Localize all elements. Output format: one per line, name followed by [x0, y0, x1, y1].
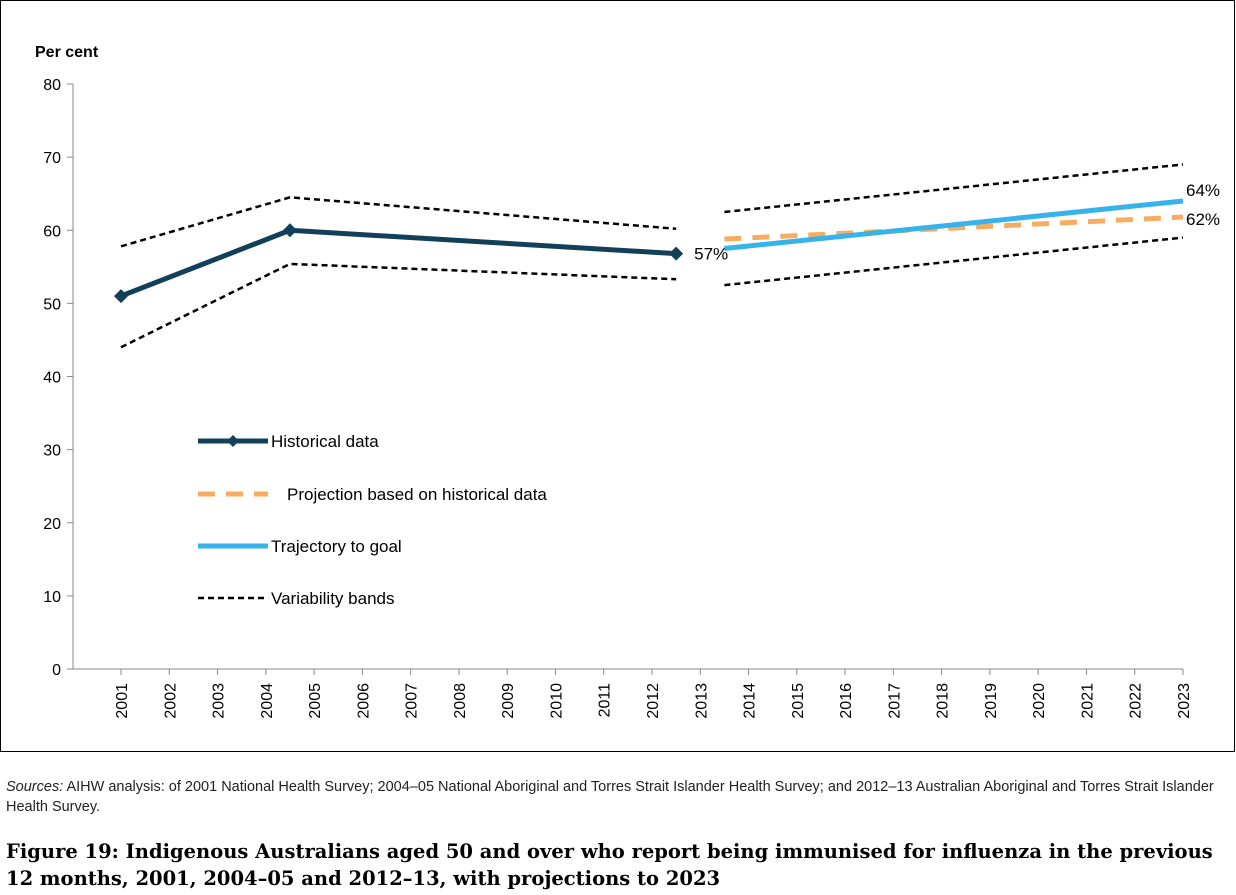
x-tick-label: 2003 [211, 683, 228, 719]
x-tick-label: 2015 [790, 683, 807, 719]
x-tick-label: 2016 [838, 683, 855, 719]
x-tick-label: 2002 [162, 683, 179, 719]
y-axis-title: Per cent [35, 44, 99, 61]
x-tick-label: 2019 [983, 683, 1000, 719]
figure-caption: Figure 19: Indigenous Australians aged 5… [6, 840, 1213, 890]
x-tick-label: 2013 [693, 683, 710, 719]
legend: Historical data Projection based on histo… [198, 432, 547, 608]
y-tick-label: 10 [43, 589, 61, 606]
data-labels: 57% 64% 62% [694, 181, 1220, 264]
y-tick-label: 40 [43, 370, 61, 387]
x-tick-label: 2010 [548, 683, 565, 719]
sources-label: Sources: [6, 779, 64, 795]
y-tick-label: 30 [43, 443, 61, 460]
x-tick-label: 2009 [500, 683, 517, 719]
x-tick-label: 2008 [452, 683, 469, 719]
data-label: 57% [694, 245, 728, 264]
data-label: 62% [1186, 210, 1220, 229]
y-tick-label: 60 [43, 223, 61, 240]
series-line-variability-bands [724, 236, 1184, 287]
data-label: 64% [1186, 181, 1220, 200]
legend-label: Historical data [271, 432, 379, 451]
x-tick-label: 2022 [1128, 683, 1145, 719]
legend-marker [227, 435, 239, 447]
x-tick-label: 2005 [307, 683, 324, 719]
legend-label: Projection based on historical data [287, 485, 547, 504]
legend-label: Trajectory to goal [271, 537, 402, 556]
legend-label: Variability bands [271, 589, 394, 608]
x-tick-label: 2011 [597, 683, 614, 718]
x-tick-label: 2020 [1031, 683, 1048, 719]
series-line-variability-bands [120, 196, 677, 248]
y-tick-label: 70 [43, 150, 61, 167]
x-tick-label: 2023 [1176, 683, 1193, 719]
x-tick-label: 2007 [404, 683, 421, 719]
y-tick-label: 0 [52, 662, 61, 679]
x-tick-label: 2017 [886, 683, 903, 719]
series-line-variability-bands [724, 163, 1184, 214]
x-tick-label: 2012 [645, 683, 662, 719]
series-line-trajectory-to-goal [724, 198, 1184, 252]
series-layer [114, 163, 1184, 349]
chart-frame: Per cent 0 10 20 30 40 50 60 70 80 2001 2002 2003 20… [0, 0, 1235, 752]
x-tick-label: 2021 [1079, 683, 1096, 719]
historical-data-marker [282, 223, 297, 238]
historical-data-marker [669, 246, 684, 261]
historical-data-marker [114, 289, 128, 304]
y-tick-label: 50 [43, 296, 61, 313]
series-line-historical-data [120, 227, 677, 299]
x-tick-label: 2018 [935, 683, 952, 719]
sources-note: Sources: AIHW analysis: of 2001 National… [6, 777, 1226, 817]
line-chart: Per cent 0 10 20 30 40 50 60 70 80 2001 2002 2003 20… [35, 44, 1220, 719]
axes: 0 10 20 30 40 50 60 70 80 2001 2002 2003 2004 2005 200… [43, 77, 1193, 719]
x-tick-label: 2006 [355, 683, 372, 719]
y-tick-label: 80 [43, 77, 61, 94]
sources-text: AIHW analysis: of 2001 National Health S… [6, 779, 1214, 815]
series-line-variability-bands [120, 262, 677, 349]
y-tick-label: 20 [43, 516, 61, 533]
x-tick-label: 2004 [259, 683, 276, 719]
series-line-projection-based-on-historical-data [724, 214, 1184, 242]
x-tick-label: 2001 [114, 683, 131, 719]
x-tick-label: 2014 [742, 683, 759, 719]
